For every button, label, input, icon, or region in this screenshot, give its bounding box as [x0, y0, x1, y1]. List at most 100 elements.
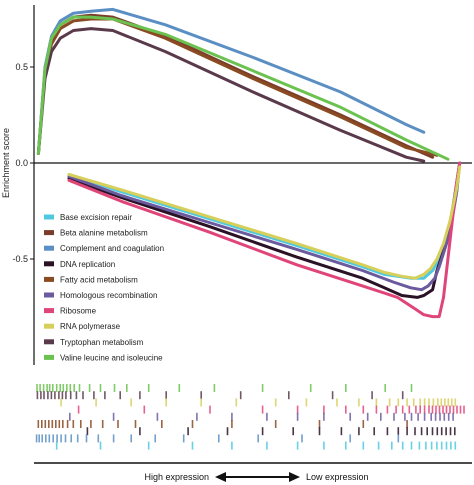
hit-mark-5-12: [101, 420, 104, 428]
hit-mark-8-16: [430, 441, 433, 450]
hit-mark-2-3: [165, 398, 167, 407]
hit-mark-4-13: [410, 412, 413, 421]
hit-mark-4-18: [439, 412, 441, 421]
hit-mark-2-24: [454, 398, 457, 407]
hit-mark-1-12: [93, 391, 95, 400]
hit-mark-1-22: [401, 391, 404, 400]
hit-mark-0-8: [62, 384, 65, 392]
series-line-1: [36, 13, 435, 159]
hit-mark-0-22: [345, 384, 347, 392]
hit-mark-0-24: [410, 384, 413, 392]
hit-mark-3-19: [438, 405, 441, 414]
legend-label-3: DNA replication: [60, 260, 115, 269]
hit-mark-1-18: [239, 391, 242, 400]
hit-mark-0-2: [42, 384, 45, 392]
hit-mark-0-6: [55, 384, 58, 392]
expression-axis: High expression Low expression: [34, 462, 472, 482]
axes: 0.5 0.0 -0.5 Enrichment score: [1, 5, 472, 365]
hit-mark-4-19: [443, 412, 446, 421]
hit-mark-5-5: [55, 420, 57, 428]
hit-mark-5-7: [62, 420, 64, 428]
hit-mark-1-9: [69, 391, 72, 400]
hit-mark-3-23: [452, 405, 455, 414]
hit-mark-3-15: [423, 405, 426, 414]
hit-mark-3-22: [449, 405, 451, 414]
hit-mark-5-19: [318, 420, 321, 428]
series-line-9: [36, 15, 450, 161]
legend-swatch-7: [44, 323, 54, 329]
hit-mark-6-17: [436, 427, 439, 436]
hit-mark-1-16: [165, 391, 167, 400]
series-layer: [36, 7, 462, 319]
hit-mark-6-20: [449, 427, 452, 436]
hit-mark-3-26: [463, 405, 465, 414]
hit-mark-2-10: [375, 398, 378, 407]
hit-mark-1-10: [75, 391, 78, 400]
series-line-7: [67, 165, 462, 280]
legend-swatch-4: [44, 276, 54, 282]
hit-mark-2-5: [235, 398, 238, 407]
hit-mark-1-3: [47, 391, 49, 400]
hit-mark-5-14: [134, 420, 137, 428]
series-line-6: [67, 161, 462, 319]
hit-mark-7-14: [130, 434, 132, 443]
hit-mark-6-19: [445, 427, 447, 436]
hit-mark-3-14: [419, 405, 421, 414]
legend-label-0: Base excision repair: [60, 213, 132, 222]
hit-mark-0-15: [113, 384, 116, 392]
hit-mark-3-2: [209, 405, 211, 414]
hit-mark-6-4: [261, 427, 264, 436]
legend-swatch-3: [44, 261, 54, 267]
hit-mark-0-5: [52, 384, 54, 392]
hit-mark-3-12: [408, 405, 411, 414]
series-line-8: [36, 27, 426, 163]
hit-mark-7-8: [64, 434, 67, 443]
hit-mark-8-7: [323, 441, 325, 450]
hit-mark-1-4: [50, 391, 53, 400]
hit-mark-7-20: [349, 434, 351, 443]
hit-mark-2-8: [336, 398, 338, 407]
hit-mark-0-23: [384, 384, 386, 392]
hit-mark-3-7: [362, 405, 365, 414]
y-tick-label: 0.0: [15, 158, 28, 168]
hit-mark-2-13: [406, 398, 408, 407]
hit-mark-5-6: [58, 420, 61, 428]
hit-mark-3-25: [459, 405, 462, 414]
hit-mark-5-13: [117, 420, 119, 428]
hit-mark-5-21: [406, 420, 408, 428]
hit-mark-3-4: [296, 405, 299, 414]
hit-mark-6-21: [454, 427, 456, 436]
hit-mark-7-12: [97, 434, 100, 443]
hit-mark-1-15: [139, 391, 141, 400]
hit-mark-2-23: [451, 398, 453, 407]
hit-mark-0-11: [73, 384, 75, 392]
hit-mark-4-12: [404, 412, 406, 421]
hit-mark-1-11: [82, 391, 84, 400]
hit-mark-3-9: [386, 405, 389, 414]
hit-mark-0-12: [78, 384, 81, 392]
hit-mark-6-16: [431, 427, 434, 436]
hit-mark-5-18: [274, 420, 277, 428]
hit-mark-2-17: [428, 398, 430, 407]
hit-mark-4-8: [349, 412, 351, 421]
hit-mark-5-0: [37, 420, 40, 428]
legend-swatch-6: [44, 308, 54, 314]
hit-mark-2-21: [444, 398, 446, 407]
hit-mark-7-19: [301, 434, 303, 443]
hit-mark-0-7: [59, 384, 61, 392]
hit-mark-7-6: [56, 434, 58, 443]
hit-mark-6-5: [292, 427, 294, 436]
hit-mark-2-22: [447, 398, 450, 407]
hit-mark-3-17: [431, 405, 434, 414]
hit-mark-5-4: [51, 420, 54, 428]
hit-mark-4-1: [112, 412, 115, 421]
hit-mark-4-14: [417, 412, 419, 421]
hit-mark-8-14: [418, 441, 421, 450]
hit-mark-1-21: [371, 391, 373, 400]
y-axis-title: Enrichment score: [1, 128, 11, 198]
hit-mark-6-15: [426, 427, 428, 436]
hit-mark-4-16: [430, 412, 432, 421]
hit-mark-2-12: [397, 398, 400, 407]
hit-mark-7-10: [76, 434, 79, 443]
hit-mark-3-6: [345, 405, 347, 414]
